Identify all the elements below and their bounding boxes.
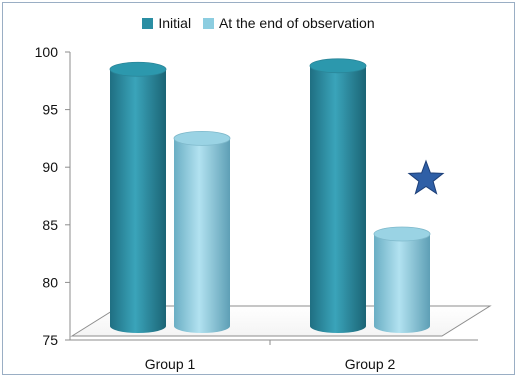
bar-top: [173, 130, 231, 146]
bar-top: [373, 226, 431, 242]
legend: Initial At the end of observation: [3, 15, 514, 32]
y-tick-labels: 75 80 85 90 95 100: [35, 44, 59, 348]
y-tick-label: 95: [42, 102, 58, 118]
bar: [173, 130, 231, 333]
legend-swatch-end: [202, 17, 214, 29]
bar-top: [109, 61, 167, 77]
annotations: [407, 159, 445, 195]
star-icon: [407, 159, 445, 195]
bar: [309, 58, 367, 333]
category-label: Group 1: [145, 356, 196, 372]
bars: [109, 58, 431, 333]
y-tick-label: 90: [42, 159, 58, 175]
bar-body: [310, 65, 366, 333]
bar-body: [110, 69, 166, 333]
bar-body: [174, 138, 230, 333]
y-tick-label: 85: [42, 217, 58, 233]
bar: [109, 61, 167, 333]
legend-label-initial: Initial: [158, 15, 192, 31]
bar-top: [309, 58, 367, 74]
legend-item-initial: Initial: [142, 15, 191, 31]
category-labels: Group 1 Group 2: [145, 356, 396, 372]
y-tick-label: 75: [42, 332, 58, 348]
axes: [65, 51, 478, 345]
legend-swatch-initial: [142, 17, 154, 29]
bar: [373, 226, 431, 333]
legend-label-end: At the end of observation: [218, 15, 375, 31]
bar-body: [374, 234, 430, 333]
y-tick-label: 80: [42, 274, 58, 290]
legend-item-end: At the end of observation: [202, 15, 375, 31]
category-label: Group 2: [345, 356, 396, 372]
y-tick-label: 100: [35, 44, 59, 60]
